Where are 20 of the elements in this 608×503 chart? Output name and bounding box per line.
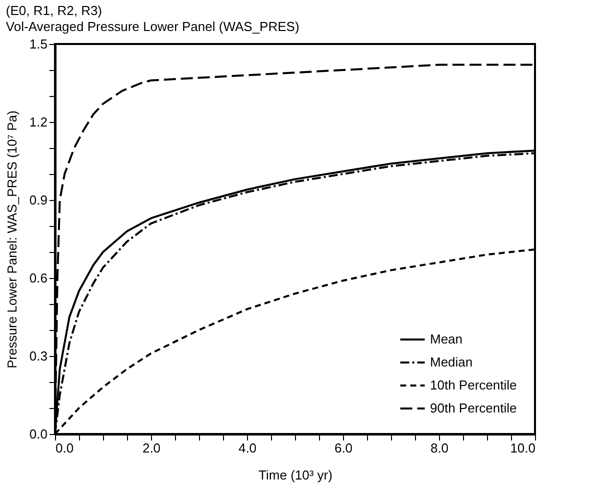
y-tick-label: 0.6 (29, 270, 48, 286)
y-tick-label: 0.0 (29, 426, 48, 442)
x-axis-title: Time (10³ yr) (258, 468, 332, 482)
legend-label: Mean (430, 332, 463, 346)
x-tick-label: 4.0 (238, 440, 257, 456)
y-tick-label: 0.3 (29, 348, 48, 364)
x-tick-label: 2.0 (142, 440, 161, 456)
y-axis-title: Pressure Lower Panel: WAS_PRES (10⁷ Pa) (4, 110, 20, 368)
legend-label: 10th Percentile (430, 378, 517, 392)
y-tick-label: 1.2 (29, 114, 48, 130)
y-tick-label: 0.9 (29, 192, 48, 208)
legend-label: Median (430, 354, 473, 370)
chart-subtitle: Vol-Averaged Pressure Lower Panel (WAS_PRES) (6, 19, 300, 34)
chart-title: (E0, R1, R2, R3) (6, 3, 102, 18)
legend-label: 90th Percentile (430, 400, 517, 416)
x-tick-label: 10.0 (510, 440, 536, 456)
y-tick-label: 1.5 (29, 36, 48, 52)
x-tick-label: 8.0 (430, 440, 449, 456)
x-tick-label: 0.0 (56, 440, 74, 456)
x-tick-label: 6.0 (334, 440, 353, 456)
